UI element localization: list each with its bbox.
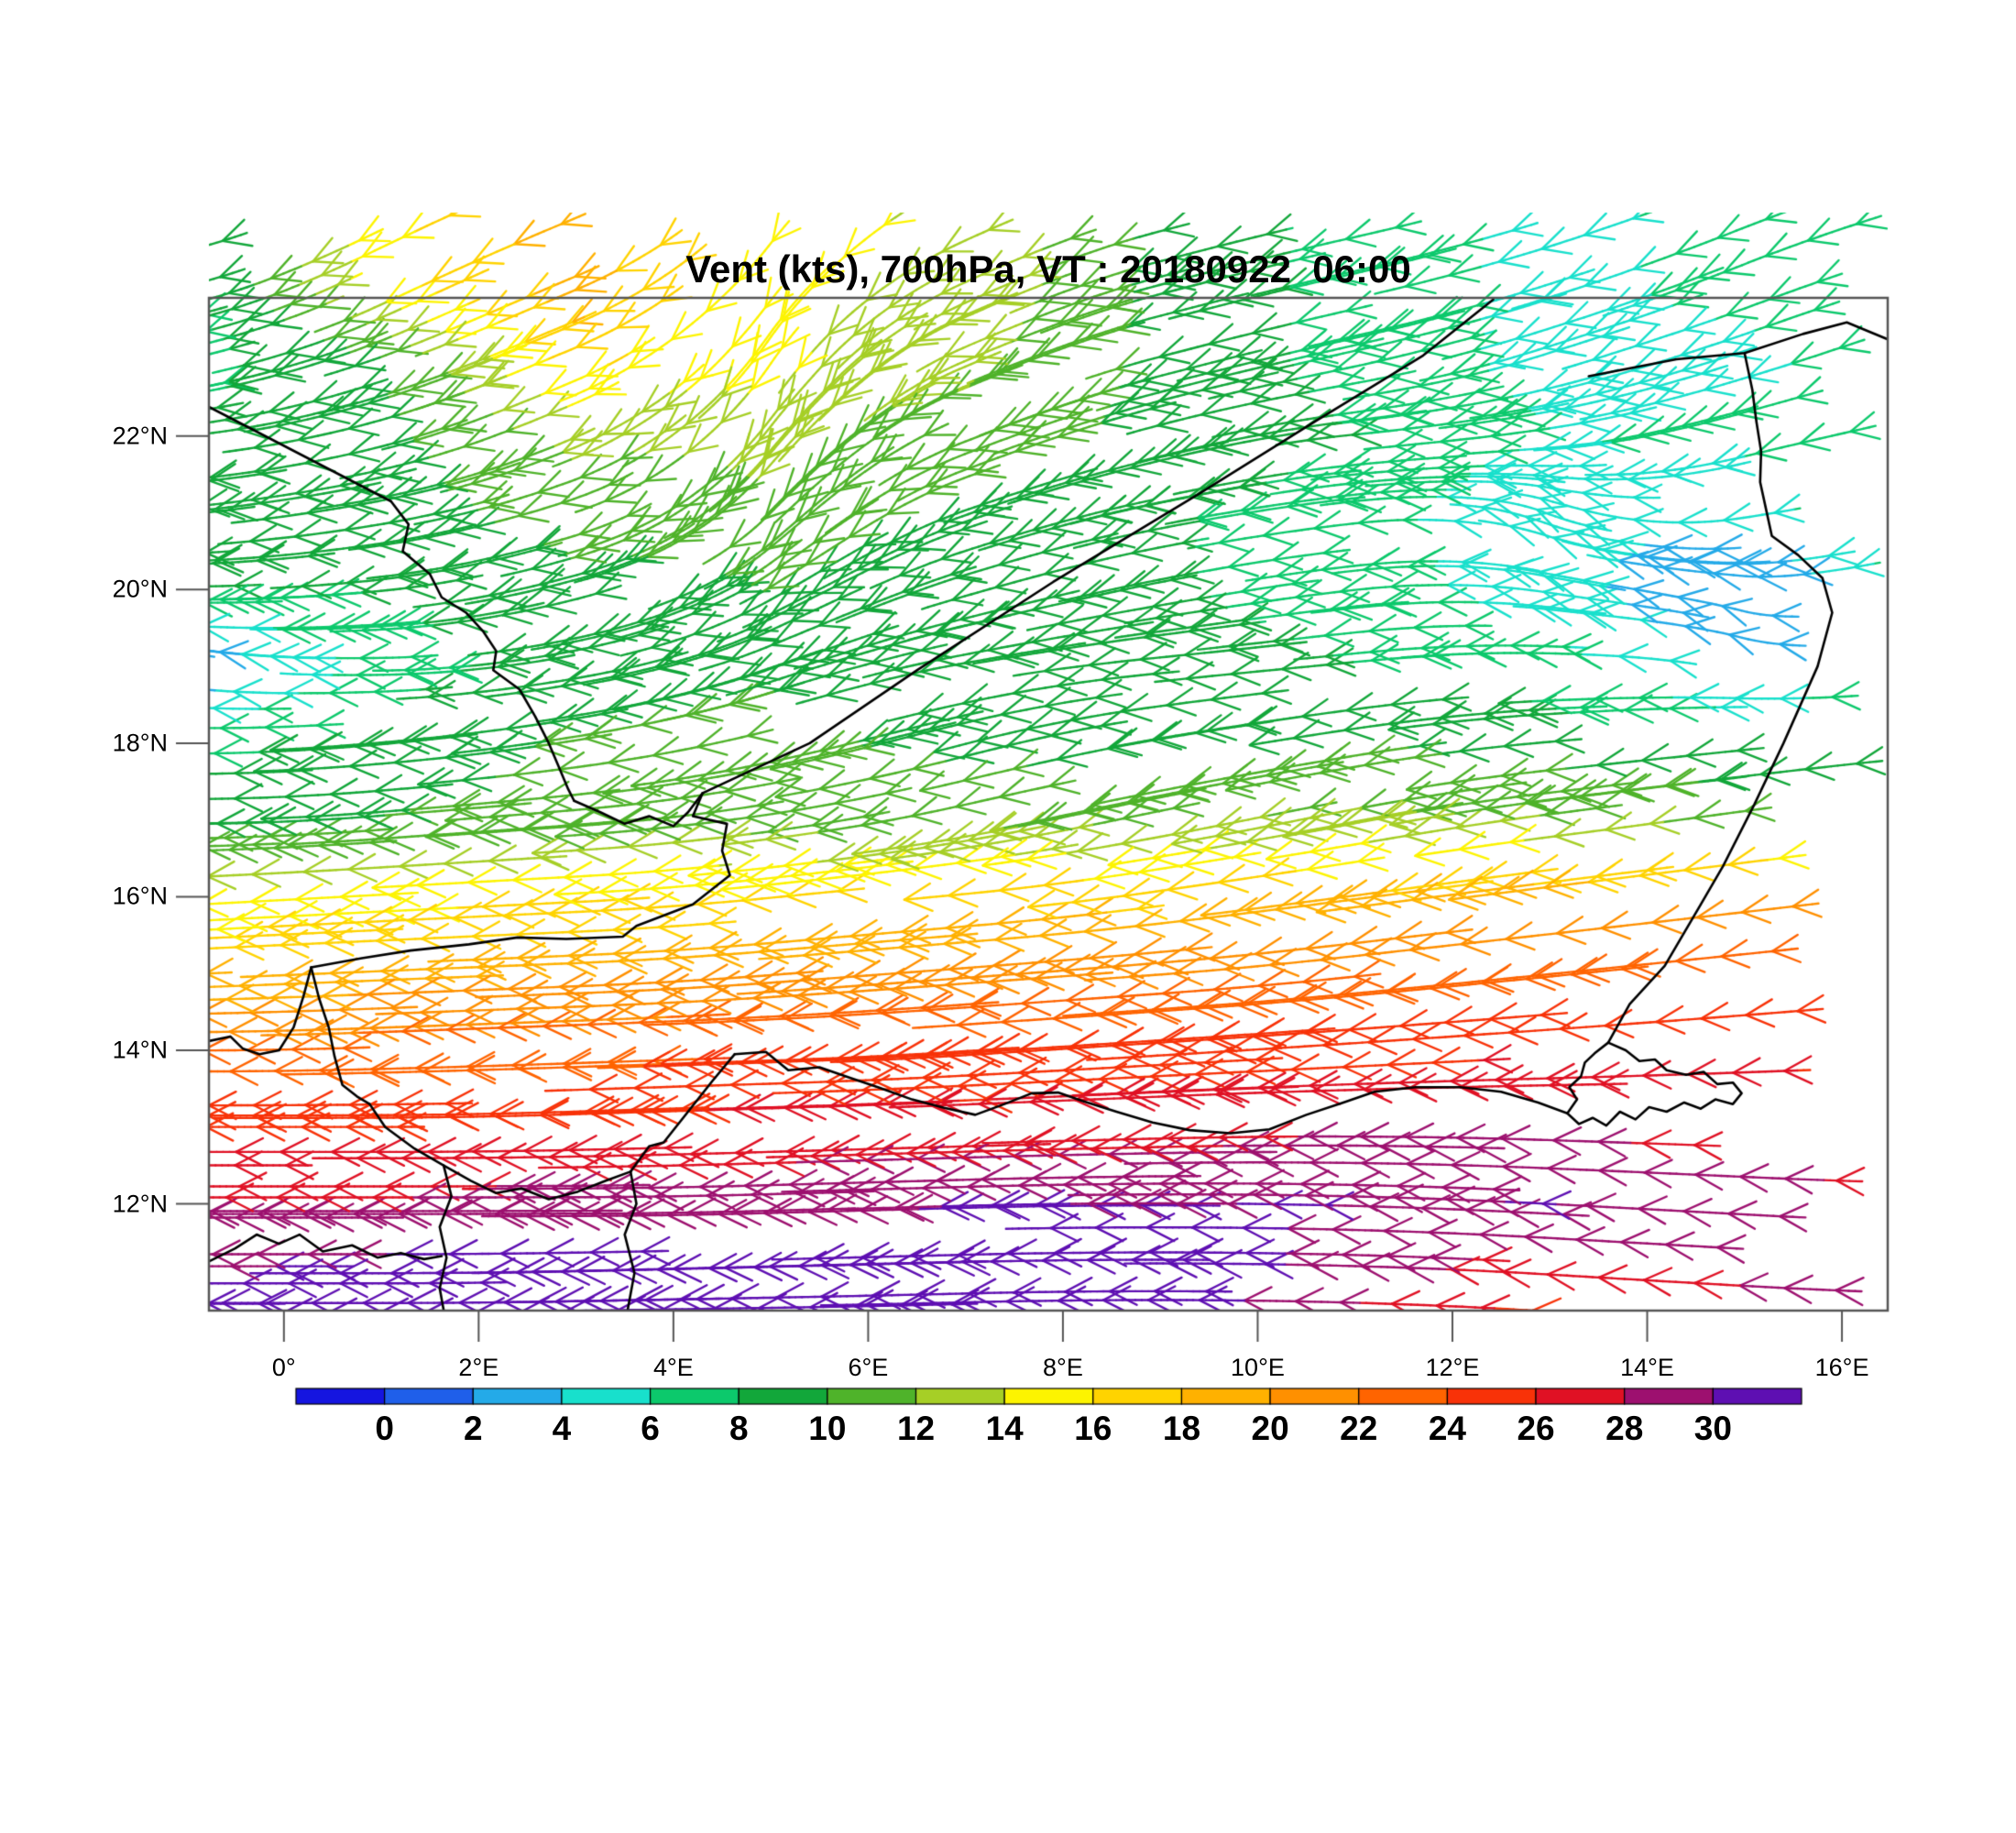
colorbar-tick-label: 8 [729, 1410, 749, 1447]
colorbar-tick-label: 30 [1693, 1410, 1732, 1447]
x-tick-label: 8°E [1043, 1354, 1083, 1381]
y-tick-label: 14°N [112, 1036, 168, 1064]
y-tick-label: 20°N [112, 575, 168, 603]
colorbar-tick-label: 20 [1251, 1410, 1289, 1447]
chart-title: Vent (kts), 700hPa, VT : 20180922 06:00 [685, 247, 1411, 291]
y-tick-label: 16°N [112, 882, 168, 910]
x-tick-label: 2°E [458, 1354, 499, 1381]
colorbar-tick-label: 4 [552, 1410, 572, 1447]
x-tick-label: 12°E [1425, 1354, 1480, 1381]
colorbar-tick-label: 6 [641, 1410, 660, 1447]
colorbar-tick-label: 26 [1517, 1410, 1555, 1447]
x-tick-label: 10°E [1231, 1354, 1285, 1381]
colorbar-tick-label: 18 [1162, 1410, 1201, 1447]
colorbar-tick-label: 16 [1074, 1410, 1112, 1447]
colorbar-tick-label: 14 [985, 1410, 1024, 1447]
x-tick-label: 4°E [652, 1354, 694, 1381]
x-tick-label: 16°E [1814, 1354, 1869, 1381]
y-tick-label: 18°N [112, 729, 168, 757]
colorbar-tick-label: 28 [1605, 1410, 1644, 1447]
colorbar-tick-label: 2 [463, 1410, 483, 1447]
x-tick-label: 14°E [1620, 1354, 1674, 1381]
colorbar-tick-label: 10 [808, 1410, 847, 1447]
y-tick-label: 22°N [112, 422, 168, 450]
y-tick-label: 12°N [112, 1190, 168, 1218]
x-tick-label: 6°E [848, 1354, 889, 1381]
colorbar-tick-label: 24 [1428, 1410, 1466, 1447]
colorbar-tick-label: 12 [896, 1410, 936, 1447]
colorbar-tick-label: 0 [375, 1410, 394, 1447]
colorbar-tick-label: 22 [1340, 1410, 1378, 1447]
x-tick-label: 0° [271, 1354, 296, 1381]
